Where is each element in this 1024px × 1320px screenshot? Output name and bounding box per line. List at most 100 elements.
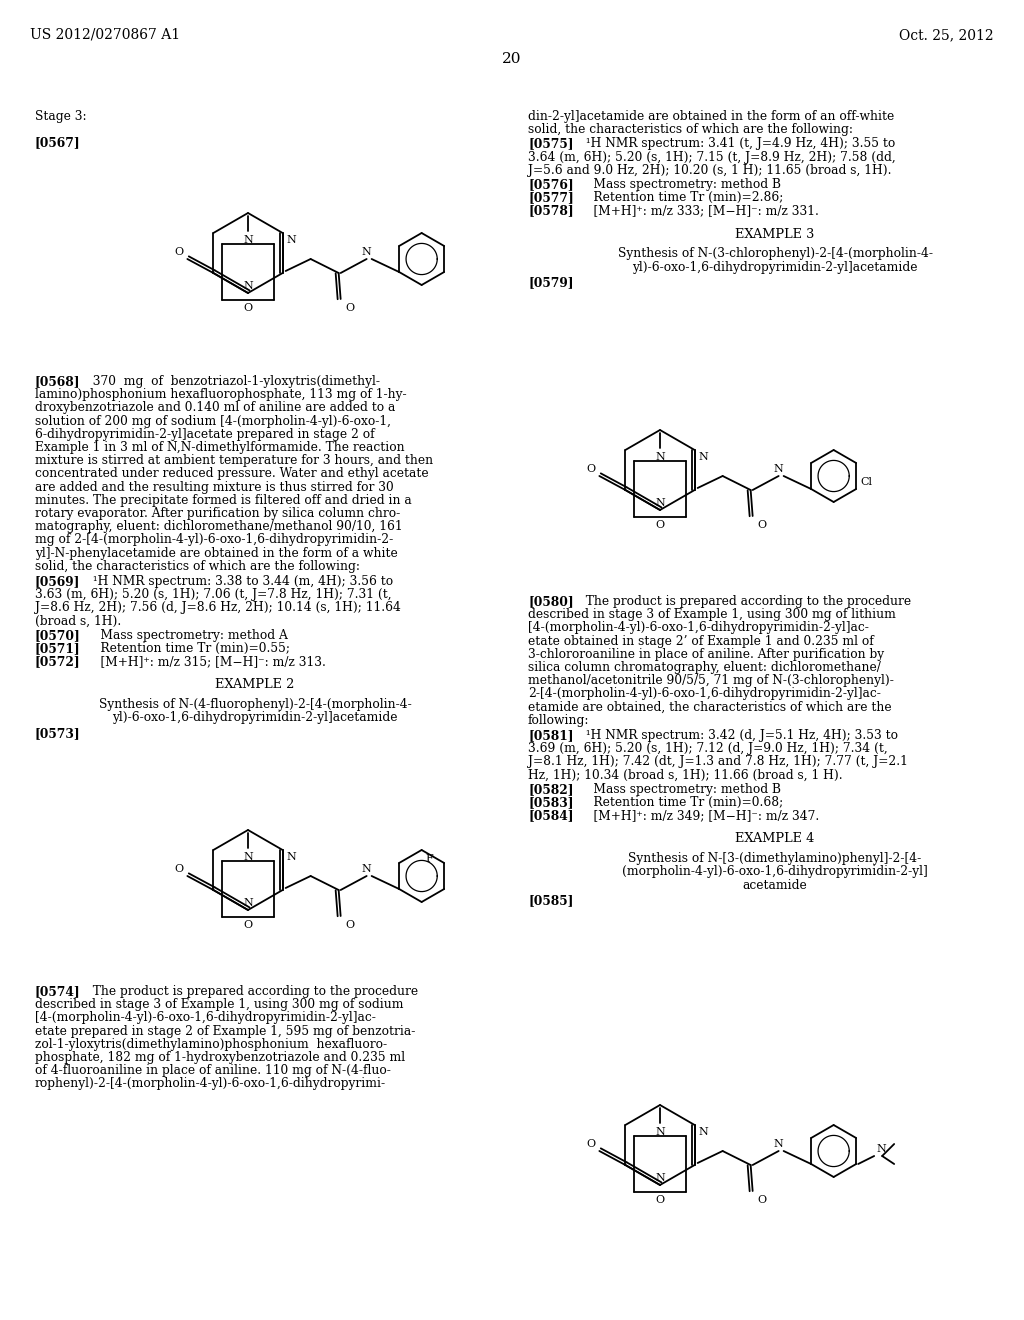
Text: [4-(morpholin-4-yl)-6-oxo-1,6-dihydropyrimidin-2-yl]ac-: [4-(morpholin-4-yl)-6-oxo-1,6-dihydropyr… [528, 622, 869, 635]
Text: O: O [655, 520, 665, 531]
Text: [0574]: [0574] [35, 985, 81, 998]
Text: Mass spectrometry: method B: Mass spectrometry: method B [578, 783, 781, 796]
Text: Stage 3:: Stage 3: [35, 110, 87, 123]
Text: yl)-6-oxo-1,6-dihydropyrimidin-2-yl]acetamide: yl)-6-oxo-1,6-dihydropyrimidin-2-yl]acet… [632, 260, 918, 273]
Text: [M+H]⁺: m/z 333; [M−H]⁻: m/z 331.: [M+H]⁺: m/z 333; [M−H]⁻: m/z 331. [578, 205, 819, 218]
Text: Retention time Tr (min)=2.86;: Retention time Tr (min)=2.86; [578, 191, 783, 205]
Text: mg of 2-[4-(morpholin-4-yl)-6-oxo-1,6-dihydropyrimidin-2-: mg of 2-[4-(morpholin-4-yl)-6-oxo-1,6-di… [35, 533, 393, 546]
Text: O: O [346, 304, 354, 313]
Text: Retention time Tr (min)=0.68;: Retention time Tr (min)=0.68; [578, 796, 783, 809]
Text: N: N [877, 1144, 886, 1154]
Text: N: N [655, 1173, 665, 1183]
Text: J=5.6 and 9.0 Hz, 2H); 10.20 (s, 1 H); 11.65 (broad s, 1H).: J=5.6 and 9.0 Hz, 2H); 10.20 (s, 1 H); 1… [528, 164, 892, 177]
Text: [0578]: [0578] [528, 205, 573, 218]
Text: [0584]: [0584] [528, 809, 573, 822]
Text: [0576]: [0576] [528, 178, 573, 191]
Text: Hz, 1H); 10.34 (broad s, 1H); 11.66 (broad s, 1 H).: Hz, 1H); 10.34 (broad s, 1H); 11.66 (bro… [528, 768, 843, 781]
Text: O: O [586, 465, 595, 474]
Text: Synthesis of N-(4-fluorophenyl)-2-[4-(morpholin-4-: Synthesis of N-(4-fluorophenyl)-2-[4-(mo… [98, 698, 412, 711]
Text: droxybenzotriazole and 0.140 ml of aniline are added to a: droxybenzotriazole and 0.140 ml of anili… [35, 401, 395, 414]
Text: [0568]: [0568] [35, 375, 81, 388]
Text: 3.63 (m, 6H); 5.20 (s, 1H); 7.06 (t, J=7.8 Hz, 1H); 7.31 (t,: 3.63 (m, 6H); 5.20 (s, 1H); 7.06 (t, J=7… [35, 589, 391, 601]
Text: N: N [243, 235, 253, 246]
Text: [0575]: [0575] [528, 137, 573, 150]
Text: are added and the resulting mixture is thus stirred for 30: are added and the resulting mixture is t… [35, 480, 394, 494]
Text: Oct. 25, 2012: Oct. 25, 2012 [899, 28, 994, 42]
Text: EXAMPLE 3: EXAMPLE 3 [735, 227, 815, 240]
Text: The product is prepared according to the procedure: The product is prepared according to the… [578, 595, 911, 609]
Text: N: N [655, 498, 665, 508]
Text: 20: 20 [502, 51, 522, 66]
Text: N: N [698, 451, 709, 462]
Text: (morpholin-4-yl)-6-oxo-1,6-dihydropyrimidin-2-yl]: (morpholin-4-yl)-6-oxo-1,6-dihydropyrimi… [623, 866, 928, 878]
Text: [0571]: [0571] [35, 642, 81, 655]
Text: O: O [655, 1195, 665, 1205]
Text: [0585]: [0585] [528, 895, 573, 907]
Text: [0580]: [0580] [528, 595, 573, 609]
Text: 2-[4-(morpholin-4-yl)-6-oxo-1,6-dihydropyrimidin-2-yl]ac-: 2-[4-(morpholin-4-yl)-6-oxo-1,6-dihydrop… [528, 688, 881, 701]
Text: etate prepared in stage 2 of Example 1, 595 mg of benzotria-: etate prepared in stage 2 of Example 1, … [35, 1024, 416, 1038]
Text: described in stage 3 of Example 1, using 300 mg of sodium: described in stage 3 of Example 1, using… [35, 998, 403, 1011]
Text: Retention time Tr (min)=0.55;: Retention time Tr (min)=0.55; [85, 642, 290, 655]
Text: [0569]: [0569] [35, 576, 80, 587]
Text: [0579]: [0579] [528, 276, 573, 289]
Text: F: F [426, 854, 433, 865]
Text: N: N [774, 465, 783, 474]
Text: etate obtained in stage 2’ of Example 1 and 0.235 ml of: etate obtained in stage 2’ of Example 1 … [528, 635, 873, 648]
Text: N: N [774, 1139, 783, 1148]
Text: acetamide: acetamide [742, 879, 807, 891]
Text: methanol/acetonitrile 90/5/5, 71 mg of N-(3-chlorophenyl)-: methanol/acetonitrile 90/5/5, 71 mg of N… [528, 675, 894, 688]
Text: N: N [655, 1127, 665, 1137]
Text: etamide are obtained, the characteristics of which are the: etamide are obtained, the characteristic… [528, 701, 892, 714]
Text: minutes. The precipitate formed is filtered off and dried in a: minutes. The precipitate formed is filte… [35, 494, 412, 507]
Text: Mass spectrometry: method B: Mass spectrometry: method B [578, 178, 781, 191]
Text: yl)-6-oxo-1,6-dihydropyrimidin-2-yl]acetamide: yl)-6-oxo-1,6-dihydropyrimidin-2-yl]acet… [113, 711, 397, 725]
Text: [0582]: [0582] [528, 783, 573, 796]
Text: concentrated under reduced pressure. Water and ethyl acetate: concentrated under reduced pressure. Wat… [35, 467, 429, 480]
Text: N: N [698, 1127, 709, 1137]
Text: O: O [758, 1195, 767, 1205]
Text: rophenyl)-2-[4-(morpholin-4-yl)-6-oxo-1,6-dihydropyrimi-: rophenyl)-2-[4-(morpholin-4-yl)-6-oxo-1,… [35, 1077, 386, 1090]
Text: 6-dihydropyrimidin-2-yl]acetate prepared in stage 2 of: 6-dihydropyrimidin-2-yl]acetate prepared… [35, 428, 375, 441]
Text: Synthesis of N-(3-chlorophenyl)-2-[4-(morpholin-4-: Synthesis of N-(3-chlorophenyl)-2-[4-(mo… [617, 247, 933, 260]
Text: N: N [361, 865, 372, 874]
Text: [0572]: [0572] [35, 655, 81, 668]
Text: J=8.6 Hz, 2H); 7.56 (d, J=8.6 Hz, 2H); 10.14 (s, 1H); 11.64: J=8.6 Hz, 2H); 7.56 (d, J=8.6 Hz, 2H); 1… [35, 602, 400, 614]
Text: O: O [244, 304, 253, 313]
Text: rotary evaporator. After purification by silica column chro-: rotary evaporator. After purification by… [35, 507, 400, 520]
Text: N: N [243, 898, 253, 908]
Text: EXAMPLE 2: EXAMPLE 2 [215, 678, 295, 692]
Text: [0570]: [0570] [35, 628, 81, 642]
Text: N: N [287, 235, 296, 246]
Text: din-2-yl]acetamide are obtained in the form of an off-white: din-2-yl]acetamide are obtained in the f… [528, 110, 894, 123]
Text: O: O [174, 247, 183, 257]
Text: ¹H NMR spectrum: 3.38 to 3.44 (m, 4H); 3.56 to: ¹H NMR spectrum: 3.38 to 3.44 (m, 4H); 3… [85, 576, 393, 587]
Text: EXAMPLE 4: EXAMPLE 4 [735, 833, 815, 845]
Text: solid, the characteristics of which are the following:: solid, the characteristics of which are … [528, 123, 853, 136]
Text: [0581]: [0581] [528, 729, 573, 742]
Text: 370  mg  of  benzotriazol-1-yloxytris(dimethyl-: 370 mg of benzotriazol-1-yloxytris(dimet… [85, 375, 380, 388]
Text: O: O [586, 1139, 595, 1148]
Text: N: N [243, 281, 253, 290]
Text: N: N [243, 851, 253, 862]
Text: N: N [287, 851, 296, 862]
Text: ¹H NMR spectrum: 3.41 (t, J=4.9 Hz, 4H); 3.55 to: ¹H NMR spectrum: 3.41 (t, J=4.9 Hz, 4H);… [578, 137, 895, 150]
Text: described in stage 3 of Example 1, using 300 mg of lithium: described in stage 3 of Example 1, using… [528, 609, 896, 622]
Text: yl]-N-phenylacetamide are obtained in the form of a white: yl]-N-phenylacetamide are obtained in th… [35, 546, 397, 560]
Text: 3-chlororoaniline in place of aniline. After purification by: 3-chlororoaniline in place of aniline. A… [528, 648, 884, 661]
Text: [4-(morpholin-4-yl)-6-oxo-1,6-dihydropyrimidin-2-yl]ac-: [4-(morpholin-4-yl)-6-oxo-1,6-dihydropyr… [35, 1011, 376, 1024]
Text: [0573]: [0573] [35, 727, 81, 741]
Text: N: N [361, 247, 372, 257]
Text: mixture is stirred at ambient temperature for 3 hours, and then: mixture is stirred at ambient temperatur… [35, 454, 433, 467]
Text: [0567]: [0567] [35, 136, 81, 149]
Text: O: O [346, 920, 354, 931]
Text: of 4-fluoroaniline in place of aniline. 110 mg of N-(4-fluo-: of 4-fluoroaniline in place of aniline. … [35, 1064, 391, 1077]
Text: 3.64 (m, 6H); 5.20 (s, 1H); 7.15 (t, J=8.9 Hz, 2H); 7.58 (dd,: 3.64 (m, 6H); 5.20 (s, 1H); 7.15 (t, J=8… [528, 150, 896, 164]
Text: ¹H NMR spectrum: 3.42 (d, J=5.1 Hz, 4H); 3.53 to: ¹H NMR spectrum: 3.42 (d, J=5.1 Hz, 4H);… [578, 729, 898, 742]
Text: US 2012/0270867 A1: US 2012/0270867 A1 [30, 28, 180, 42]
Text: (broad s, 1H).: (broad s, 1H). [35, 615, 121, 627]
Text: O: O [244, 920, 253, 931]
Text: [M+H]⁺: m/z 349; [M−H]⁻: m/z 347.: [M+H]⁺: m/z 349; [M−H]⁻: m/z 347. [578, 809, 819, 822]
Text: Cl: Cl [860, 477, 872, 487]
Text: lamino)phosphonium hexafluorophosphate, 113 mg of 1-hy-: lamino)phosphonium hexafluorophosphate, … [35, 388, 407, 401]
